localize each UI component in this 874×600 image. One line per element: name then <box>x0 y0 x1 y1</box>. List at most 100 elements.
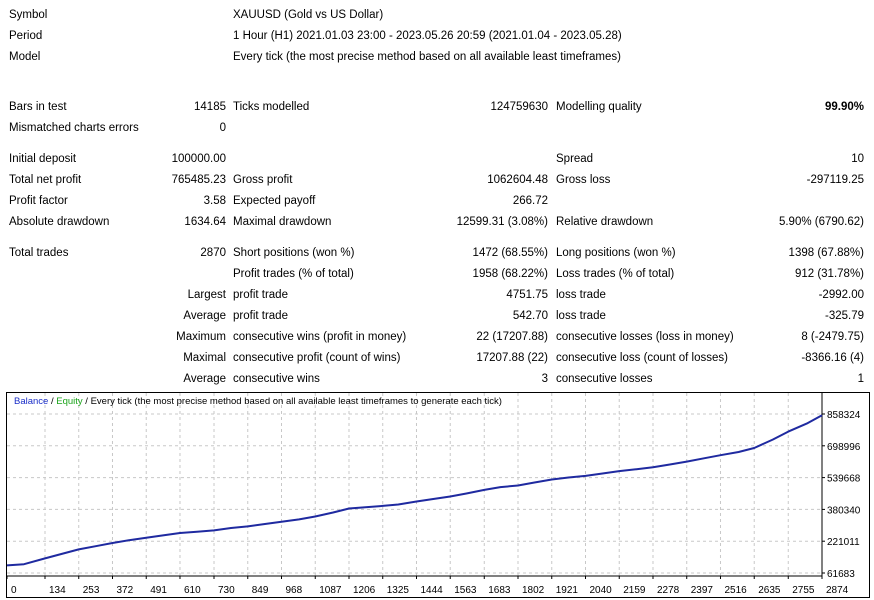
period-value: 1 Hour (H1) 2021.01.03 23:00 - 2023.05.2… <box>233 30 622 42</box>
x-tick-label: 610 <box>184 585 201 596</box>
bars-label: Bars in test <box>9 101 67 113</box>
spread-value: 10 <box>851 153 864 165</box>
ticks-label: Ticks modelled <box>233 101 310 113</box>
largest-loss-value: -2992.00 <box>818 289 864 301</box>
x-tick-label: 2516 <box>724 585 747 596</box>
netprofit-label: Total net profit <box>9 174 82 186</box>
x-tick-label: 372 <box>116 585 133 596</box>
long-value: 1398 (67.88%) <box>788 247 864 259</box>
x-tick-label: 2755 <box>792 585 815 596</box>
x-tick-label: 2397 <box>691 585 714 596</box>
mismatch-value: 0 <box>219 122 226 134</box>
x-tick-label: 2635 <box>758 585 781 596</box>
x-tick-label: 1563 <box>454 585 477 596</box>
caption-equity: Equity <box>56 396 83 407</box>
maximal-loss-value: -8366.16 (4) <box>801 352 864 364</box>
maximal-profit-label: consecutive profit (count of wins) <box>233 352 401 364</box>
quality-label: Modelling quality <box>556 101 642 113</box>
ltrades-value: 912 (31.78%) <box>794 268 864 280</box>
x-tick-label: 0 <box>11 585 17 596</box>
max-wins-label: consecutive wins (profit in money) <box>233 331 407 343</box>
pf-label: Profit factor <box>9 195 68 207</box>
maxdd-value: 12599.31 (3.08%) <box>456 216 548 228</box>
y-tick-label: 858324 <box>827 410 861 421</box>
grossloss-label: Gross loss <box>556 174 611 186</box>
largest-profit-value: 4751.75 <box>506 289 548 301</box>
largest-loss-label: loss trade <box>556 289 606 301</box>
symbol-value: XAUUSD (Gold vs US Dollar) <box>233 9 384 21</box>
reldd-label: Relative drawdown <box>556 216 654 228</box>
y-tick-label: 698996 <box>827 442 861 453</box>
maximal-loss-label: consecutive loss (count of losses) <box>556 352 728 364</box>
ltrades-label: Loss trades (% of total) <box>556 268 675 280</box>
absdd-value: 1634.64 <box>184 216 226 228</box>
x-tick-label: 968 <box>286 585 303 596</box>
average-loss-value: -325.79 <box>824 310 864 322</box>
period-label: Period <box>9 30 43 42</box>
x-tick-label: 1802 <box>522 585 545 596</box>
chart-caption: Balance / Equity / Every tick (the most … <box>14 396 502 407</box>
netprofit-value: 765485.23 <box>171 174 226 186</box>
mismatch-label: Mismatched charts errors <box>9 122 139 134</box>
spread-label: Spread <box>556 153 594 165</box>
ptrades-label: Profit trades (% of total) <box>233 268 354 280</box>
ticks-value: 124759630 <box>490 101 548 113</box>
balance-chart-svg: 0 134 253 372 491 610 730 849 968 1087 1206 1325 144… <box>6 392 870 598</box>
maximal-profit-value: 17207.88 (22) <box>476 352 548 364</box>
bars-value: 14185 <box>194 101 226 113</box>
largest-profit-label: profit trade <box>233 289 288 301</box>
avg-losses-label: consecutive losses <box>556 373 653 385</box>
maximum-label: Maximum <box>176 331 226 343</box>
avg-losses-value: 1 <box>857 373 864 385</box>
x-tick-label: 491 <box>150 585 167 596</box>
short-label: Short positions (won %) <box>233 247 355 259</box>
x-tick-label: 849 <box>252 585 269 596</box>
x-tick-label: 1444 <box>420 585 443 596</box>
caption-rest: / Every tick (the most precise method ba… <box>82 396 502 407</box>
absdd-label: Absolute drawdown <box>9 216 110 228</box>
y-tick-label: 380340 <box>827 505 861 516</box>
chart-frame <box>6 392 870 598</box>
trades-label: Total trades <box>9 247 69 259</box>
model-value: Every tick (the most precise method base… <box>233 51 621 63</box>
model-label: Model <box>9 51 41 63</box>
grossprofit-label: Gross profit <box>233 174 293 186</box>
average-label: Average <box>183 310 226 322</box>
average-profit-value: 542.70 <box>512 310 548 322</box>
maximal-label: Maximal <box>183 352 226 364</box>
max-wins-value: 22 (17207.88) <box>476 331 548 343</box>
y-tick-label: 221011 <box>827 537 860 548</box>
x-tick-label: 1921 <box>556 585 579 596</box>
x-tick-label: 2874 <box>826 585 849 596</box>
grossprofit-value: 1062604.48 <box>487 174 548 186</box>
y-tick-label: 61683 <box>827 569 855 580</box>
average-loss-label: loss trade <box>556 310 606 322</box>
y-tick-label: 539668 <box>827 474 861 485</box>
trades-value: 2870 <box>200 247 226 259</box>
x-tick-label: 730 <box>218 585 235 596</box>
short-value: 1472 (68.55%) <box>472 247 548 259</box>
x-tick-label: 2278 <box>657 585 680 596</box>
grossloss-value: -297119.25 <box>806 174 864 186</box>
payoff-value: 266.72 <box>512 195 548 207</box>
x-tick-label: 2040 <box>589 585 612 596</box>
x-tick-label: 2159 <box>623 585 646 596</box>
ptrades-value: 1958 (68.22%) <box>472 268 548 280</box>
reldd-value: 5.90% (6790.62) <box>778 216 864 228</box>
x-tick-label: 1206 <box>353 585 376 596</box>
quality-value: 99.90% <box>824 101 864 113</box>
x-tick-label: 1683 <box>488 585 511 596</box>
balance-line <box>6 414 823 567</box>
largest-label: Largest <box>187 289 226 301</box>
long-label: Long positions (won %) <box>556 247 676 259</box>
average-profit-label: profit trade <box>233 310 288 322</box>
caption-balance: Balance <box>14 396 49 407</box>
deposit-value: 100000.00 <box>171 153 226 165</box>
avg-wins-value: 3 <box>541 373 548 385</box>
maxdd-label: Maximal drawdown <box>233 216 332 228</box>
payoff-label: Expected payoff <box>233 195 316 207</box>
max-losses-value: 8 (-2479.75) <box>801 331 864 343</box>
avg2-label: Average <box>183 373 226 385</box>
pf-value: 3.58 <box>203 195 226 207</box>
symbol-label: Symbol <box>9 9 48 21</box>
